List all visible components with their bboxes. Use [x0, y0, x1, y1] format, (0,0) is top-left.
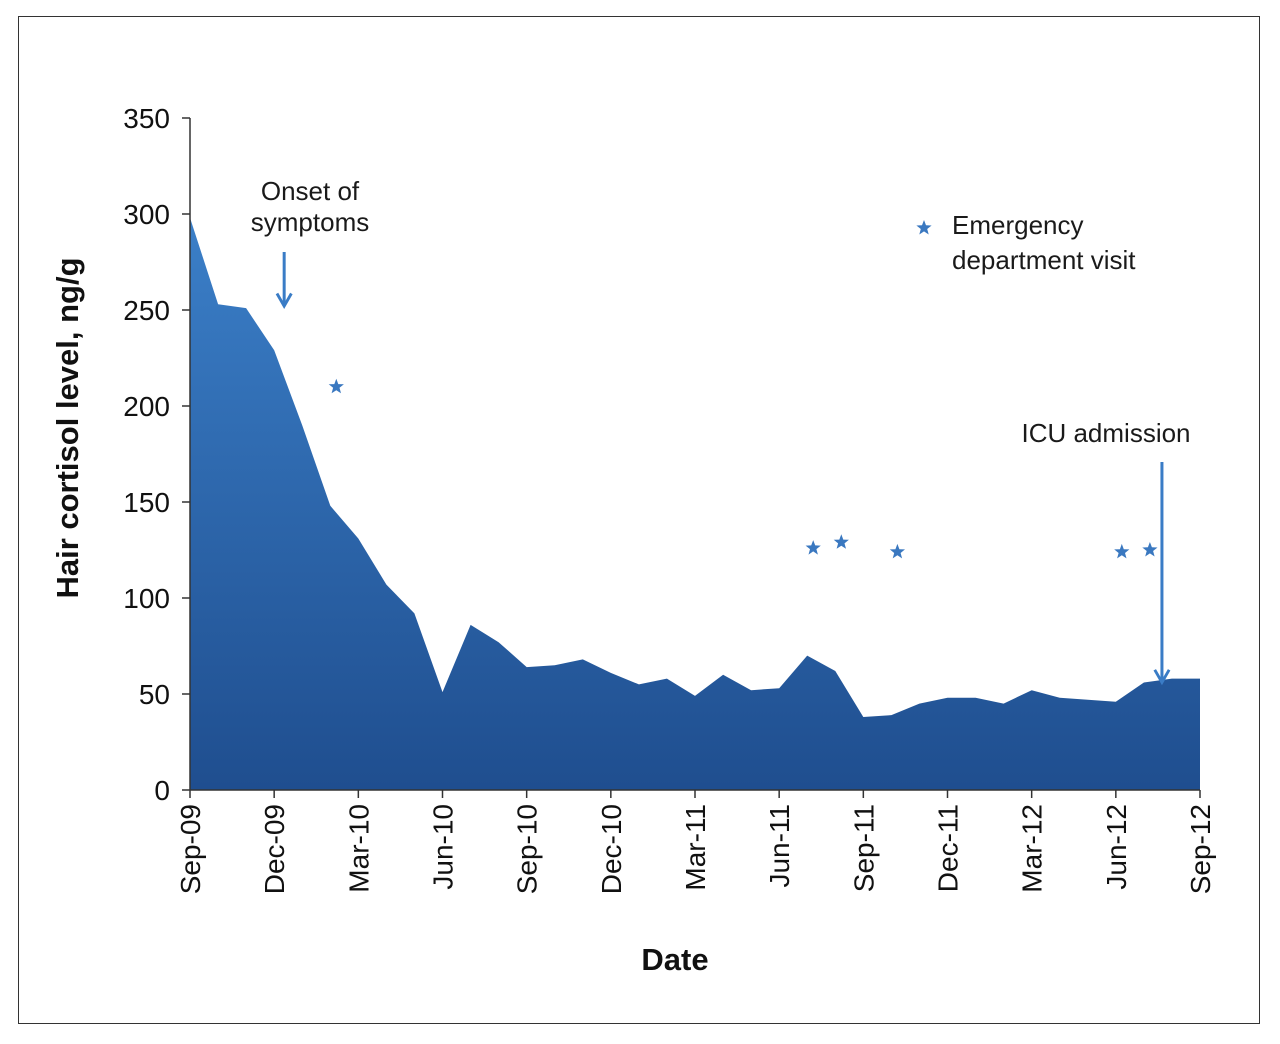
legend-star-icon — [916, 220, 932, 235]
ed-visit-star-icon — [1114, 543, 1130, 559]
y-axis-ticks: 0 50 100 150 200 250 300 350 — [123, 103, 190, 806]
ed-visit-star-icon — [328, 378, 344, 394]
legend: Emergency department visit — [916, 210, 1136, 275]
x-tick-label: Dec-09 — [259, 804, 290, 894]
legend-label: Emergency — [952, 210, 1084, 240]
y-tick-label: 0 — [154, 775, 170, 806]
x-tick-label: Mar-11 — [680, 804, 711, 891]
y-tick-label: 350 — [123, 103, 170, 134]
area-layer — [190, 217, 1200, 791]
legend-label: department visit — [952, 245, 1136, 275]
ed-visit-star-icon — [805, 540, 821, 555]
x-tick-label: Mar-12 — [1017, 804, 1048, 893]
x-tick-label: Sep-12 — [1185, 804, 1216, 894]
x-tick-label: Sep-10 — [512, 804, 543, 894]
chart-frame — [18, 16, 1260, 1024]
ed-visit-star-icon — [833, 534, 849, 549]
icu-annotation-text: ICU admission — [1021, 418, 1190, 448]
ed-visit-star-icon — [1142, 542, 1158, 557]
y-tick-label: 250 — [123, 295, 170, 326]
x-tick-label: Dec-11 — [933, 804, 964, 892]
y-tick-label: 50 — [139, 679, 170, 710]
x-tick-label: Mar-10 — [343, 804, 374, 893]
cortisol-area — [190, 217, 1200, 791]
x-tick-label: Sep-11 — [848, 804, 879, 892]
onset-annotation-text: Onset of — [261, 176, 360, 206]
y-axis-title: Hair cortisol level, ng/g — [50, 257, 85, 598]
ed-visit-star-icon — [889, 543, 905, 559]
y-tick-label: 300 — [123, 199, 170, 230]
onset-annotation-text: symptoms — [251, 207, 369, 237]
x-axis-ticks: Sep-09 Dec-09 Mar-10 Jun-10 Sep-10 Dec-10 Mar-… — [175, 790, 1216, 894]
y-tick-label: 150 — [123, 487, 170, 518]
x-tick-label: Jun-10 — [428, 804, 459, 890]
x-tick-label: Dec-10 — [596, 804, 627, 894]
y-tick-label: 100 — [123, 583, 170, 614]
x-tick-label: Sep-09 — [175, 804, 206, 894]
x-tick-label: Jun-11 — [764, 804, 795, 888]
y-tick-label: 200 — [123, 391, 170, 422]
x-axis-title: Date — [641, 942, 708, 977]
ed-visit-markers — [328, 378, 1158, 559]
x-tick-label: Jun-12 — [1101, 804, 1132, 890]
